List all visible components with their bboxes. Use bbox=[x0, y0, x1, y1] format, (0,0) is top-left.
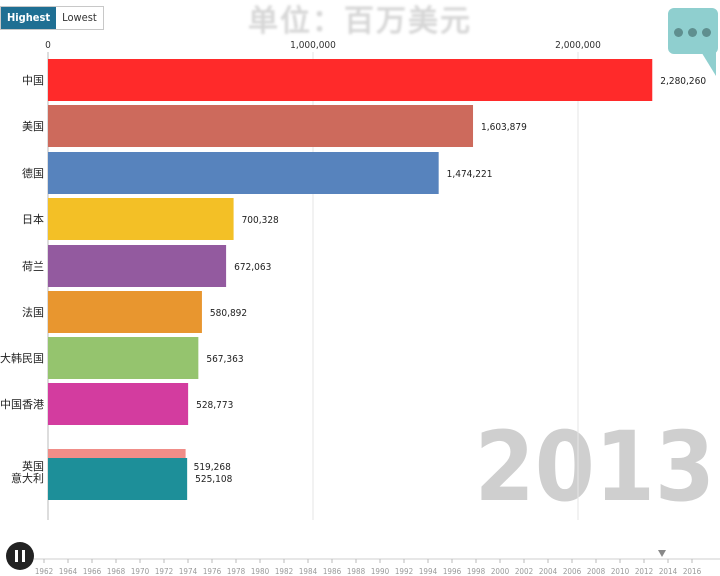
timeline-year-label: 1996 bbox=[443, 567, 462, 576]
year-watermark: 2013 bbox=[475, 411, 715, 523]
value-label: 519,268 bbox=[194, 462, 231, 473]
value-label: 1,474,221 bbox=[447, 169, 493, 180]
timeline-year-label: 1976 bbox=[203, 567, 222, 576]
lowest-button[interactable]: Lowest bbox=[56, 7, 103, 29]
value-label: 567,363 bbox=[206, 354, 243, 365]
timeline-year-label: 1978 bbox=[227, 567, 246, 576]
category-label: 大韩民国 bbox=[0, 351, 44, 365]
highest-button[interactable]: Highest bbox=[1, 7, 57, 29]
value-label: 700,328 bbox=[242, 215, 279, 226]
category-label: 中国香港 bbox=[0, 398, 44, 411]
value-label: 525,108 bbox=[195, 474, 232, 485]
timeline-year-label: 2000 bbox=[491, 567, 510, 576]
bar bbox=[48, 337, 199, 379]
timeline-year-label: 2012 bbox=[635, 567, 653, 576]
timeline-year-label: 1972 bbox=[155, 567, 173, 576]
timeline-year-label: 1980 bbox=[251, 567, 270, 576]
category-label: 日本 bbox=[22, 212, 44, 226]
chart-title: 单位：百万美元 bbox=[248, 4, 472, 39]
timeline-year-label: 2004 bbox=[539, 567, 558, 576]
value-label: 2,280,260 bbox=[660, 76, 706, 87]
timeline-year-label: 1970 bbox=[131, 567, 150, 576]
bar bbox=[48, 291, 202, 333]
timeline-year-label: 1968 bbox=[107, 567, 126, 576]
timeline-year-label: 1984 bbox=[299, 567, 318, 576]
timeline-marker bbox=[658, 550, 666, 557]
timeline-year-label: 1962 bbox=[35, 567, 53, 576]
timeline-year-label: 2010 bbox=[611, 567, 630, 576]
bar bbox=[48, 383, 189, 425]
timeline-year-label: 1986 bbox=[323, 567, 342, 576]
timeline-year-label: 1988 bbox=[347, 567, 366, 576]
sort-toggle: Highest Lowest bbox=[0, 6, 104, 30]
category-label: 英国 bbox=[22, 459, 44, 473]
timeline-year-label: 1966 bbox=[83, 567, 102, 576]
bar bbox=[48, 105, 474, 147]
category-label: 意大利 bbox=[11, 471, 44, 485]
category-label: 美国 bbox=[22, 120, 44, 133]
timeline-year-label: 1998 bbox=[467, 567, 486, 576]
timeline-year-label: 2006 bbox=[563, 567, 582, 576]
category-label: 荷兰 bbox=[22, 260, 44, 273]
category-label: 中国 bbox=[22, 74, 44, 87]
timeline-year-label: 2016 bbox=[683, 567, 702, 576]
x-tick-label: 2,000,000 bbox=[555, 40, 601, 51]
timeline-year-label: 2014 bbox=[659, 567, 678, 576]
bar bbox=[48, 59, 653, 101]
value-label: 528,773 bbox=[196, 400, 233, 411]
x-tick-label: 1,000,000 bbox=[290, 40, 336, 51]
bar bbox=[48, 245, 227, 287]
timeline-year-label: 2002 bbox=[515, 567, 533, 576]
timeline-year-label: 2008 bbox=[587, 567, 606, 576]
timeline-year-label: 1994 bbox=[419, 567, 438, 576]
timeline-year-label: 1964 bbox=[59, 567, 78, 576]
x-tick-label: 0 bbox=[45, 40, 51, 51]
bar bbox=[48, 152, 439, 194]
timeline-year-label: 1990 bbox=[371, 567, 390, 576]
category-label: 法国 bbox=[22, 305, 44, 319]
category-label: 德国 bbox=[22, 166, 44, 180]
bar bbox=[48, 458, 188, 500]
bar bbox=[48, 198, 234, 240]
timeline-year-label: 1992 bbox=[395, 567, 413, 576]
value-label: 580,892 bbox=[210, 308, 247, 319]
value-label: 1,603,879 bbox=[481, 122, 527, 133]
timeline-year-label: 1974 bbox=[179, 567, 198, 576]
pause-button[interactable] bbox=[6, 542, 34, 570]
value-label: 672,063 bbox=[234, 262, 271, 273]
timeline-year-label: 1982 bbox=[275, 567, 293, 576]
